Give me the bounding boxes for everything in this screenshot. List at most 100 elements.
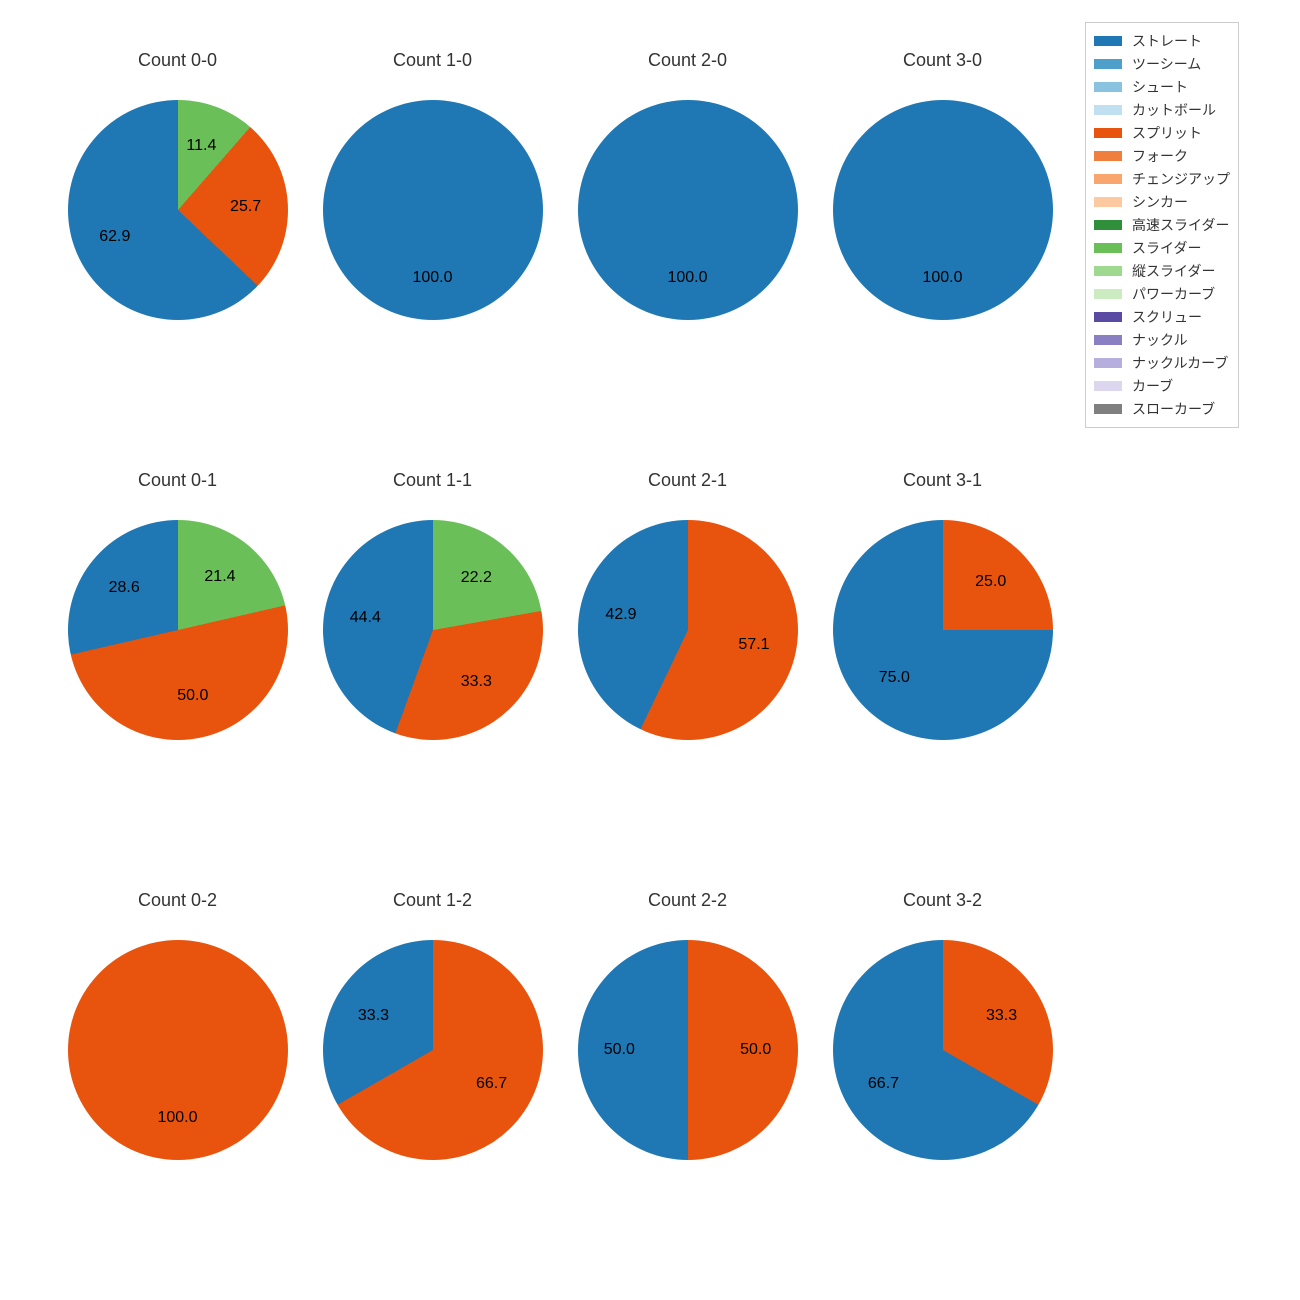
pie	[323, 520, 543, 740]
pie-slice-label: 21.4	[204, 568, 235, 586]
chart-count-2-2: Count 2-250.050.0	[555, 900, 820, 1300]
legend-swatch	[1094, 105, 1122, 115]
chart-title: Count 1-2	[300, 890, 565, 911]
legend-item: カーブ	[1094, 375, 1230, 397]
chart-count-1-0: Count 1-0100.0	[300, 60, 565, 460]
pie-slice-label: 33.3	[986, 1007, 1017, 1025]
legend-label: スローカーブ	[1132, 399, 1215, 419]
legend-label: ツーシーム	[1132, 54, 1201, 74]
legend-swatch	[1094, 151, 1122, 161]
legend-item: カットボール	[1094, 99, 1230, 121]
legend-swatch	[1094, 266, 1122, 276]
legend-label: カットボール	[1132, 100, 1216, 120]
legend-item: シュート	[1094, 76, 1230, 98]
pie-slice-label: 66.7	[476, 1075, 507, 1093]
pie-slice-label: 100.0	[157, 1109, 197, 1127]
legend-item: シンカー	[1094, 191, 1230, 213]
legend-label: ナックルカーブ	[1132, 353, 1228, 373]
legend-item: 高速スライダー	[1094, 214, 1230, 236]
pie-slice-label: 33.3	[358, 1007, 389, 1025]
legend-item: スライダー	[1094, 237, 1230, 259]
pitch-count-pie-grid: Count 0-011.425.762.9Count 1-0100.0Count…	[0, 0, 1300, 1300]
legend-label: シュート	[1132, 77, 1188, 97]
pie-slice-label: 66.7	[868, 1075, 899, 1093]
chart-count-1-1: Count 1-122.233.344.4	[300, 480, 565, 880]
pie-slice-label: 100.0	[412, 269, 452, 287]
chart-count-2-0: Count 2-0100.0	[555, 60, 820, 460]
pie	[323, 940, 543, 1160]
legend-label: フォーク	[1132, 146, 1188, 166]
legend-item: ツーシーム	[1094, 53, 1230, 75]
legend-item: ナックルカーブ	[1094, 352, 1230, 374]
pie-slice-label: 25.7	[230, 198, 261, 216]
legend-swatch	[1094, 358, 1122, 368]
legend-label: 縦スライダー	[1132, 261, 1215, 281]
legend-swatch	[1094, 381, 1122, 391]
legend-swatch	[1094, 404, 1122, 414]
chart-count-3-1: Count 3-125.075.0	[810, 480, 1075, 880]
legend-label: ストレート	[1132, 31, 1202, 51]
chart-count-1-2: Count 1-266.733.3	[300, 900, 565, 1300]
pie-slice-label: 25.0	[975, 573, 1006, 591]
chart-title: Count 2-0	[555, 50, 820, 71]
legend-swatch	[1094, 220, 1122, 230]
pie-slice-label: 22.2	[461, 569, 492, 587]
chart-count-0-0: Count 0-011.425.762.9	[45, 60, 310, 460]
pie-slice-label: 11.4	[186, 137, 216, 155]
pie	[578, 520, 798, 740]
chart-title: Count 0-2	[45, 890, 310, 911]
legend-label: スクリュー	[1132, 307, 1202, 327]
legend-swatch	[1094, 128, 1122, 138]
chart-count-0-1: Count 0-121.450.028.6	[45, 480, 310, 880]
pie-slice-label: 100.0	[922, 269, 962, 287]
legend-swatch	[1094, 289, 1122, 299]
legend-item: スプリット	[1094, 122, 1230, 144]
chart-title: Count 1-1	[300, 470, 565, 491]
legend-label: カーブ	[1132, 376, 1173, 396]
pie-slice-label: 100.0	[667, 269, 707, 287]
legend-label: シンカー	[1132, 192, 1188, 212]
legend-label: スプリット	[1132, 123, 1202, 143]
chart-count-3-0: Count 3-0100.0	[810, 60, 1075, 460]
chart-title: Count 2-1	[555, 470, 820, 491]
pie-slice-label: 75.0	[879, 669, 910, 687]
pie	[68, 520, 288, 740]
chart-title: Count 3-2	[810, 890, 1075, 911]
chart-count-3-2: Count 3-233.366.7	[810, 900, 1075, 1300]
legend-swatch	[1094, 174, 1122, 184]
legend-item: スローカーブ	[1094, 398, 1230, 420]
legend-item: 縦スライダー	[1094, 260, 1230, 282]
legend-swatch	[1094, 243, 1122, 253]
chart-title: Count 3-0	[810, 50, 1075, 71]
pie-slice-label: 50.0	[604, 1041, 635, 1059]
legend-item: スクリュー	[1094, 306, 1230, 328]
pie	[833, 520, 1053, 740]
pie-slice-label: 50.0	[740, 1041, 771, 1059]
legend-label: ナックル	[1132, 330, 1188, 350]
chart-count-2-1: Count 2-157.142.9	[555, 480, 820, 880]
legend-label: パワーカーブ	[1132, 284, 1215, 304]
pie	[833, 940, 1053, 1160]
pie-slice-label: 42.9	[605, 606, 636, 624]
pie-slice-label: 62.9	[99, 228, 130, 246]
legend-swatch	[1094, 82, 1122, 92]
legend-swatch	[1094, 335, 1122, 345]
chart-count-0-2: Count 0-2100.0	[45, 900, 310, 1300]
pie-slice-label: 50.0	[177, 687, 208, 705]
legend-item: パワーカーブ	[1094, 283, 1230, 305]
legend-item: フォーク	[1094, 145, 1230, 167]
legend-label: 高速スライダー	[1132, 215, 1229, 235]
chart-title: Count 0-1	[45, 470, 310, 491]
chart-title: Count 3-1	[810, 470, 1075, 491]
legend-swatch	[1094, 197, 1122, 207]
pie-slice-label: 44.4	[350, 609, 381, 627]
legend-swatch	[1094, 59, 1122, 69]
legend-item: ナックル	[1094, 329, 1230, 351]
legend-item: チェンジアップ	[1094, 168, 1230, 190]
pie-slice-label: 33.3	[461, 673, 492, 691]
pie-slice-label: 28.6	[109, 579, 140, 597]
legend-label: スライダー	[1132, 238, 1201, 258]
legend-swatch	[1094, 36, 1122, 46]
legend-label: チェンジアップ	[1132, 169, 1230, 189]
chart-title: Count 2-2	[555, 890, 820, 911]
